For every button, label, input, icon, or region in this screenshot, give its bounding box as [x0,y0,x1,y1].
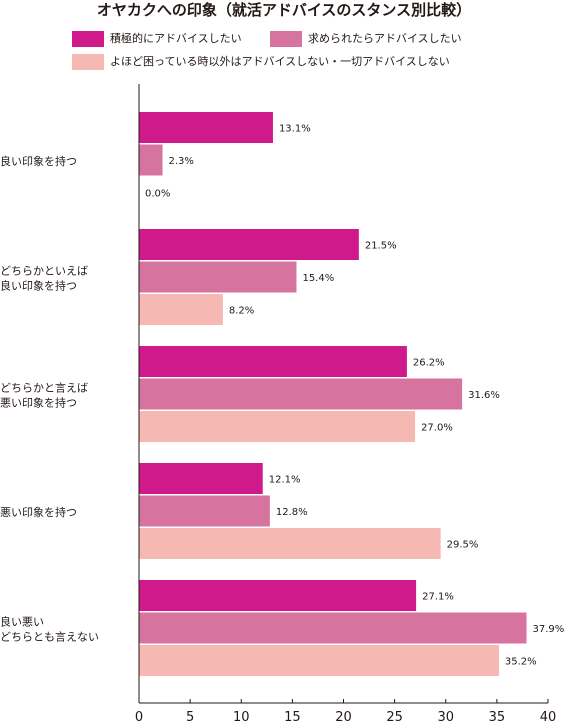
value-label-3-series-2: 31.6% [468,390,500,401]
x-tick-label-0: 0 [135,710,143,725]
bar-4-series-1 [139,463,263,494]
chart-title: オヤカクへの印象（就活アドバイスのスタンス別比較） [96,1,472,19]
value-label-4-series-3: 29.5% [447,540,479,551]
bar-5-series-1 [139,580,417,611]
legend-swatch-active [72,31,104,47]
x-tick-label-25: 25 [386,710,403,725]
legend-label-active: 積極的にアドバイスしたい [110,32,242,45]
bar-3-series-2 [139,378,463,410]
x-tick-label-30: 30 [437,710,454,725]
value-label-3-series-1: 26.2% [413,358,445,369]
bar-2-series-1 [139,229,359,260]
x-tick-label-10: 10 [233,710,250,725]
x-tick-label-35: 35 [489,710,506,725]
bar-2-series-3 [139,294,223,325]
bar-3-series-3 [139,411,416,442]
legend-label-on-request: 求められたらアドバイスしたい [308,32,462,45]
legend-label-no-advice: よほど困っている時以外はアドバイスしない・一切アドバイスしない [110,55,450,68]
value-label-3-series-3: 27.0% [421,423,453,434]
value-label-1-series-3: 0.0% [145,189,170,200]
bar-3-series-1 [139,346,407,377]
x-tick-label-5: 5 [186,710,194,725]
value-label-2-series-1: 21.5% [365,241,397,252]
value-label-5-series-1: 27.1% [422,592,454,603]
value-label-4-series-1: 12.1% [269,475,301,486]
category-label-2: どちらかといえば良い印象を持つ [0,264,88,292]
bar-5-series-2 [139,612,527,644]
value-label-4-series-2: 12.8% [276,507,308,518]
category-label-3: どちらかと言えば悪い印象を持つ [0,381,88,409]
category-label-4: 悪い印象を持つ [0,505,77,519]
value-label-1-series-2: 2.3% [169,156,194,167]
x-tick-label-40: 40 [540,710,557,725]
value-label-2-series-2: 15.4% [302,273,334,284]
bar-5-series-3 [139,645,499,676]
bar-4-series-2 [139,495,270,527]
category-label-5: 良い悪いどちらとも言えない [0,614,99,643]
value-label-1-series-1: 13.1% [279,124,311,135]
value-label-2-series-3: 8.2% [229,306,254,317]
legend-swatch-on-request [270,31,302,47]
category-label-1: 良い印象を持つ [0,154,77,168]
legend-swatch-no-advice [72,54,104,70]
value-label-5-series-2: 37.9% [533,624,565,635]
bar-2-series-2 [139,261,297,293]
bar-4-series-3 [139,528,441,559]
value-label-5-series-3: 35.2% [505,657,537,668]
bar-1-series-2 [139,144,163,176]
bar-1-series-1 [139,112,273,143]
x-tick-label-15: 15 [284,710,301,725]
x-tick-label-20: 20 [335,710,352,725]
